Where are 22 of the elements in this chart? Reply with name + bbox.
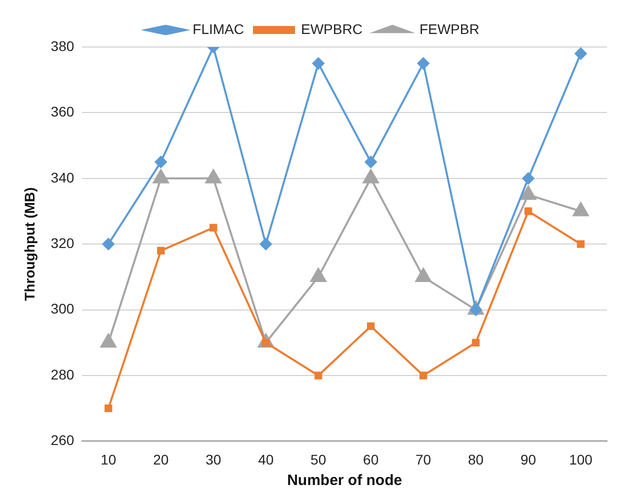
x-tick-label: 90: [520, 451, 536, 468]
y-tick-label: 360: [50, 104, 74, 120]
y-tick-label: 340: [50, 169, 74, 186]
x-tick-label: 60: [363, 451, 379, 468]
x-tick-label: 100: [569, 451, 593, 468]
x-tick-label: 80: [468, 451, 484, 468]
x-tick-label: 30: [206, 451, 222, 468]
x-tick-label: 40: [258, 451, 274, 468]
x-axis-title: Number of node: [287, 472, 402, 490]
legend-label: EWPBRC: [301, 20, 362, 37]
x-tick-label: 10: [100, 451, 116, 468]
legend-label: FEWPBR: [419, 20, 480, 37]
legend-label: FLIMAC: [192, 20, 244, 37]
y-tick-label: 380: [50, 38, 74, 54]
y-axis-title: Throughput (MB): [21, 187, 38, 301]
x-tick-label: 70: [416, 451, 432, 468]
y-tick-label: 280: [50, 366, 74, 382]
x-tick-label: 50: [310, 451, 326, 468]
y-tick-label: 260: [50, 432, 74, 448]
y-tick-label: 320: [50, 234, 74, 251]
x-tick-label: 20: [153, 451, 169, 468]
y-tick-label: 300: [50, 300, 74, 317]
